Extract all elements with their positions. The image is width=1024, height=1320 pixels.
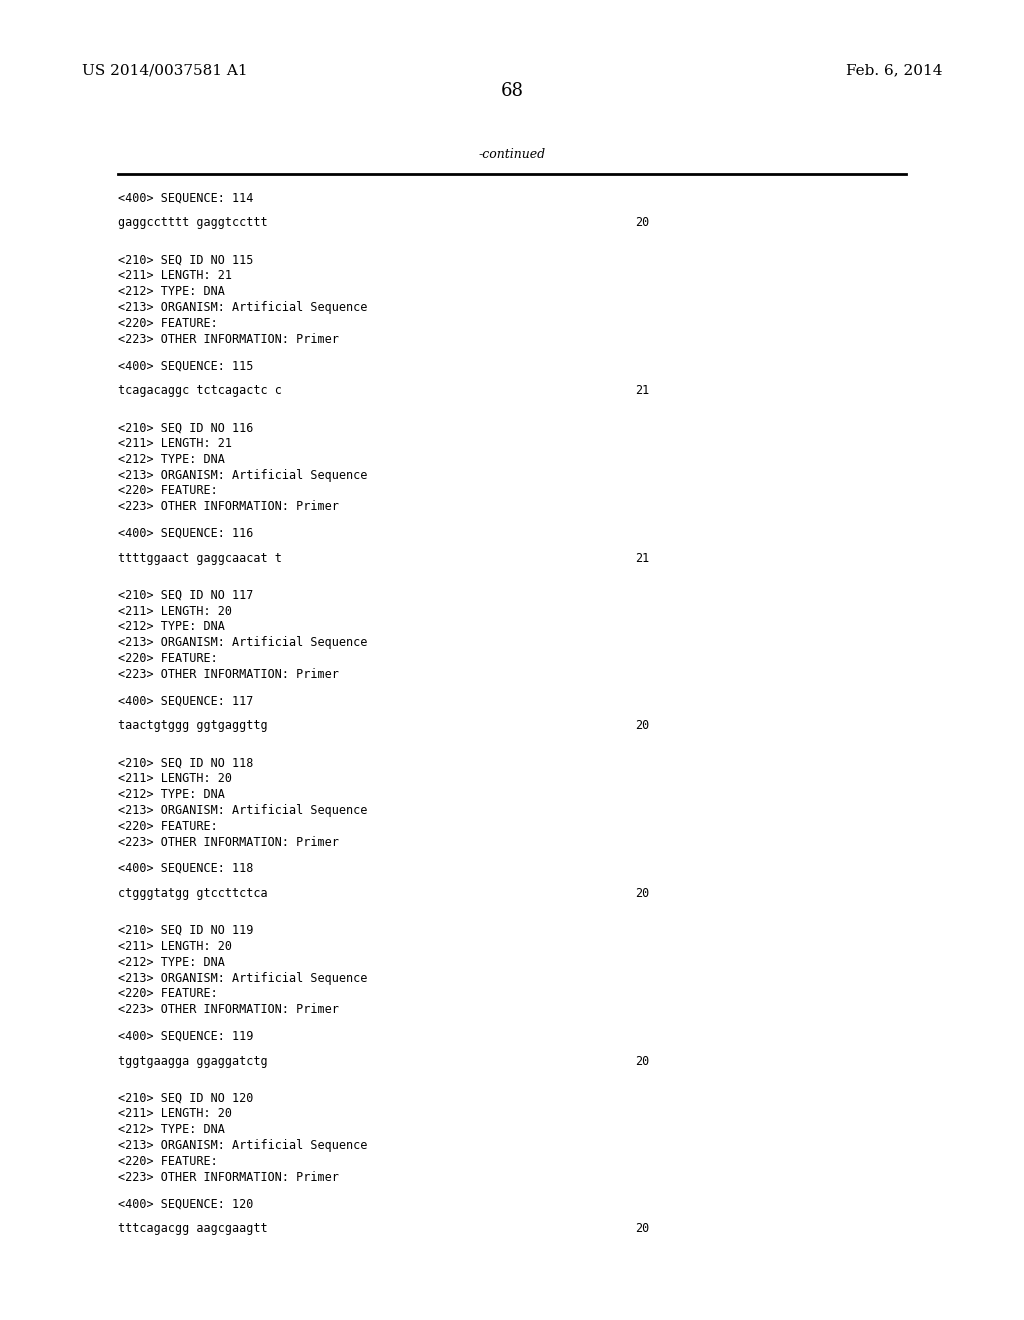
Text: <400> SEQUENCE: 119: <400> SEQUENCE: 119 bbox=[118, 1030, 253, 1043]
Text: <210> SEQ ID NO 115: <210> SEQ ID NO 115 bbox=[118, 253, 253, 267]
Text: <213> ORGANISM: Artificial Sequence: <213> ORGANISM: Artificial Sequence bbox=[118, 804, 368, 817]
Text: -continued: -continued bbox=[478, 148, 546, 161]
Text: <220> FEATURE:: <220> FEATURE: bbox=[118, 987, 217, 1001]
Text: <212> TYPE: DNA: <212> TYPE: DNA bbox=[118, 285, 224, 298]
Text: 20: 20 bbox=[635, 887, 649, 900]
Text: <213> ORGANISM: Artificial Sequence: <213> ORGANISM: Artificial Sequence bbox=[118, 301, 368, 314]
Text: <400> SEQUENCE: 116: <400> SEQUENCE: 116 bbox=[118, 527, 253, 540]
Text: <220> FEATURE:: <220> FEATURE: bbox=[118, 652, 217, 665]
Text: <400> SEQUENCE: 115: <400> SEQUENCE: 115 bbox=[118, 359, 253, 372]
Text: <220> FEATURE:: <220> FEATURE: bbox=[118, 317, 217, 330]
Text: tttcagacgg aagcgaagtt: tttcagacgg aagcgaagtt bbox=[118, 1222, 267, 1236]
Text: 20: 20 bbox=[635, 719, 649, 733]
Text: <211> LENGTH: 21: <211> LENGTH: 21 bbox=[118, 269, 231, 282]
Text: <210> SEQ ID NO 119: <210> SEQ ID NO 119 bbox=[118, 924, 253, 937]
Text: tggtgaagga ggaggatctg: tggtgaagga ggaggatctg bbox=[118, 1055, 267, 1068]
Text: <212> TYPE: DNA: <212> TYPE: DNA bbox=[118, 1123, 224, 1137]
Text: <223> OTHER INFORMATION: Primer: <223> OTHER INFORMATION: Primer bbox=[118, 1003, 339, 1016]
Text: Feb. 6, 2014: Feb. 6, 2014 bbox=[846, 63, 942, 78]
Text: <211> LENGTH: 20: <211> LENGTH: 20 bbox=[118, 940, 231, 953]
Text: <223> OTHER INFORMATION: Primer: <223> OTHER INFORMATION: Primer bbox=[118, 500, 339, 513]
Text: <210> SEQ ID NO 116: <210> SEQ ID NO 116 bbox=[118, 421, 253, 434]
Text: gaggcctttt gaggtccttt: gaggcctttt gaggtccttt bbox=[118, 216, 267, 230]
Text: <223> OTHER INFORMATION: Primer: <223> OTHER INFORMATION: Primer bbox=[118, 1171, 339, 1184]
Text: 20: 20 bbox=[635, 1222, 649, 1236]
Text: <213> ORGANISM: Artificial Sequence: <213> ORGANISM: Artificial Sequence bbox=[118, 972, 368, 985]
Text: <400> SEQUENCE: 120: <400> SEQUENCE: 120 bbox=[118, 1197, 253, 1210]
Text: 68: 68 bbox=[501, 82, 523, 100]
Text: ctgggtatgg gtccttctca: ctgggtatgg gtccttctca bbox=[118, 887, 267, 900]
Text: <211> LENGTH: 20: <211> LENGTH: 20 bbox=[118, 1107, 231, 1121]
Text: <212> TYPE: DNA: <212> TYPE: DNA bbox=[118, 788, 224, 801]
Text: 20: 20 bbox=[635, 1055, 649, 1068]
Text: <211> LENGTH: 20: <211> LENGTH: 20 bbox=[118, 605, 231, 618]
Text: <220> FEATURE:: <220> FEATURE: bbox=[118, 1155, 217, 1168]
Text: <212> TYPE: DNA: <212> TYPE: DNA bbox=[118, 956, 224, 969]
Text: <220> FEATURE:: <220> FEATURE: bbox=[118, 820, 217, 833]
Text: <212> TYPE: DNA: <212> TYPE: DNA bbox=[118, 453, 224, 466]
Text: US 2014/0037581 A1: US 2014/0037581 A1 bbox=[82, 63, 248, 78]
Text: tcagacaggc tctcagactc c: tcagacaggc tctcagactc c bbox=[118, 384, 282, 397]
Text: <213> ORGANISM: Artificial Sequence: <213> ORGANISM: Artificial Sequence bbox=[118, 636, 368, 649]
Text: <220> FEATURE:: <220> FEATURE: bbox=[118, 484, 217, 498]
Text: <400> SEQUENCE: 117: <400> SEQUENCE: 117 bbox=[118, 694, 253, 708]
Text: <223> OTHER INFORMATION: Primer: <223> OTHER INFORMATION: Primer bbox=[118, 836, 339, 849]
Text: <210> SEQ ID NO 117: <210> SEQ ID NO 117 bbox=[118, 589, 253, 602]
Text: <212> TYPE: DNA: <212> TYPE: DNA bbox=[118, 620, 224, 634]
Text: <223> OTHER INFORMATION: Primer: <223> OTHER INFORMATION: Primer bbox=[118, 333, 339, 346]
Text: <400> SEQUENCE: 114: <400> SEQUENCE: 114 bbox=[118, 191, 253, 205]
Text: 20: 20 bbox=[635, 216, 649, 230]
Text: <213> ORGANISM: Artificial Sequence: <213> ORGANISM: Artificial Sequence bbox=[118, 1139, 368, 1152]
Text: 21: 21 bbox=[635, 552, 649, 565]
Text: 21: 21 bbox=[635, 384, 649, 397]
Text: <211> LENGTH: 20: <211> LENGTH: 20 bbox=[118, 772, 231, 785]
Text: taactgtggg ggtgaggttg: taactgtggg ggtgaggttg bbox=[118, 719, 267, 733]
Text: ttttggaact gaggcaacat t: ttttggaact gaggcaacat t bbox=[118, 552, 282, 565]
Text: <213> ORGANISM: Artificial Sequence: <213> ORGANISM: Artificial Sequence bbox=[118, 469, 368, 482]
Text: <400> SEQUENCE: 118: <400> SEQUENCE: 118 bbox=[118, 862, 253, 875]
Text: <210> SEQ ID NO 118: <210> SEQ ID NO 118 bbox=[118, 756, 253, 770]
Text: <210> SEQ ID NO 120: <210> SEQ ID NO 120 bbox=[118, 1092, 253, 1105]
Text: <223> OTHER INFORMATION: Primer: <223> OTHER INFORMATION: Primer bbox=[118, 668, 339, 681]
Text: <211> LENGTH: 21: <211> LENGTH: 21 bbox=[118, 437, 231, 450]
